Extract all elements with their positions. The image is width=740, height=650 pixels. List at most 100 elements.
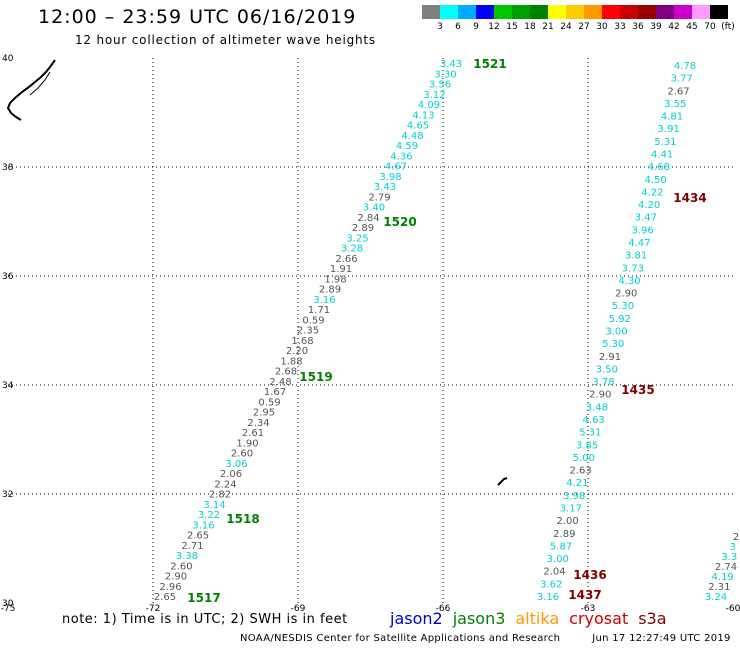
swh-value-label: 3.62 — [540, 579, 562, 590]
swh-value-label: 2.60 — [170, 561, 192, 572]
swh-value-label: 3.96 — [631, 225, 653, 236]
swh-value-label: 4.22 — [641, 187, 663, 198]
coastline — [6, 59, 508, 486]
swh-value-label: 3.55 — [664, 99, 686, 110]
swh-value-label: 2.60 — [231, 449, 253, 460]
lon-tick-label: -72 — [146, 604, 161, 614]
pass-label: 1436 — [573, 568, 606, 582]
swh-value-label: 2.74 — [715, 562, 737, 573]
swh-value-label: 3.16 — [313, 295, 335, 306]
swh-value-label: 1.98 — [324, 274, 346, 285]
swh-value-label: 5.31 — [654, 137, 676, 148]
swh-value-label: 2.06 — [220, 469, 242, 480]
colorbar-swatch — [476, 5, 494, 19]
swh-value-label: 3.14 — [203, 500, 225, 511]
swh-value-label: 1.88 — [280, 356, 302, 367]
swh-value-label: 3.06 — [225, 459, 247, 470]
pass-label: 1521 — [473, 57, 506, 71]
swh-value-label: 4.47 — [628, 238, 650, 249]
swh-value-label: 3.25 — [346, 233, 368, 244]
legend-item-jason3: jason3 — [452, 609, 506, 628]
lon-tick-label: -60 — [726, 604, 740, 614]
colorbar-label: 6 — [455, 22, 461, 32]
lat-tick-label: 36 — [2, 272, 14, 282]
lon-tick-label: -66 — [436, 604, 451, 614]
colorbar-label: 39 — [650, 22, 662, 32]
legend-item-altika: altika — [515, 609, 560, 628]
swh-value-label: 2.20 — [286, 346, 308, 357]
swh-value-label: 3.48 — [586, 402, 608, 413]
swh-value-label: 3.17 — [560, 504, 582, 515]
swh-value-label: 3.43 — [440, 59, 462, 70]
pass-label: 1435 — [621, 383, 654, 397]
legend-item-s3a: s3a — [638, 609, 667, 628]
swh-value-label: 5.87 — [550, 541, 572, 552]
lat-tick-label: 40 — [2, 54, 14, 64]
swh-value-label: 1.90 — [236, 438, 258, 449]
swh-value-label: 4.36 — [390, 151, 412, 162]
swh-value-label: 2.24 — [214, 479, 236, 490]
swh-value-label: 3 — [729, 542, 735, 553]
swh-value-label: 3.56 — [429, 80, 451, 91]
swh-value-label: 2.48 — [269, 377, 291, 388]
swh-value-label: 2.90 — [589, 390, 611, 401]
colorbar-swatch — [656, 5, 674, 19]
colorbar-swatch — [548, 5, 566, 19]
swh-value-label: 5.00 — [573, 453, 595, 464]
swh-value-label: 3.00 — [547, 554, 569, 565]
lat-lon-grid — [8, 58, 733, 603]
swh-value-label: 4.63 — [583, 415, 605, 426]
pass-labels: 1517 1518 1519 1520 1521 1434 1435 1436 1437 — [187, 57, 706, 605]
swh-value-label: 3.73 — [622, 263, 644, 274]
swh-value-label: 5.92 — [609, 314, 631, 325]
swh-value-label: 3.3 — [721, 552, 737, 563]
swh-value-label: 3.78 — [592, 377, 614, 388]
colorbar-label: 21 — [542, 22, 554, 32]
swh-values: 2.652.962.902.603.382.712.653.163.223.14… — [154, 59, 739, 603]
swh-value-label: 4.50 — [645, 175, 667, 186]
swh-value-label: 2.63 — [569, 466, 591, 477]
colorbar-swatch — [494, 5, 512, 19]
swh-value-label: 2.89 — [352, 223, 374, 234]
axis-tick-labels: -75 -72 -69 -66 -63 -60 30 32 34 36 38 40 — [1, 54, 740, 614]
swh-value-label: 1.68 — [291, 336, 313, 347]
bermuda-island — [497, 477, 508, 486]
swh-value-label: 0.59 — [258, 397, 280, 408]
colorbar-label: 70 — [704, 22, 716, 32]
colorbar-label: 24 — [560, 22, 572, 32]
colorbar-label: 12 — [488, 22, 500, 32]
colorbar-swatch — [566, 5, 584, 19]
swh-value-label: 4.30 — [618, 276, 640, 287]
swh-value-label: 1.71 — [308, 305, 330, 316]
swh-value-label: 2.65 — [187, 531, 209, 542]
swh-value-label: 5.30 — [612, 301, 634, 312]
colorbar-label: 36 — [632, 22, 644, 32]
swh-value-label: 2.34 — [247, 418, 269, 429]
swh-value-label: 3.00 — [605, 327, 627, 338]
swh-value-label: 4.21 — [566, 478, 588, 489]
coastline-sound — [29, 71, 51, 96]
swh-value-label: 2.68 — [275, 367, 297, 378]
swh-value-label: 3.30 — [434, 69, 456, 80]
swh-value-label: 4.78 — [674, 61, 696, 72]
swh-value-label: 4.20 — [638, 200, 660, 211]
swh-value-label: 4.68 — [648, 162, 670, 173]
swh-value-label: 2.95 — [253, 408, 275, 419]
swh-value-label: 4.13 — [412, 110, 434, 121]
colorbar-label: 30 — [596, 22, 608, 32]
swh-value-label: 3.47 — [635, 213, 657, 224]
swh-value-label: 3.91 — [658, 124, 680, 135]
colorbar-label: 42 — [668, 22, 680, 32]
timestamp-text: Jun 17 12:27:49 UTC 2019 — [592, 633, 731, 644]
legend-item-cryosat: cryosat — [569, 609, 629, 628]
swh-value-label: 4.67 — [385, 162, 407, 173]
swh-value-label: 3.12 — [423, 90, 445, 101]
swh-value-label: 2.79 — [368, 192, 390, 203]
swh-value-label: 4.48 — [401, 131, 423, 142]
swh-value-label: 3.98 — [563, 491, 585, 502]
colorbar-swatch — [512, 5, 530, 19]
swh-value-label: 2 — [733, 532, 739, 543]
legend-item-jason2: jason2 — [390, 609, 443, 628]
swh-value-label: 2.90 — [165, 572, 187, 583]
pass-label: 1517 — [187, 591, 220, 605]
